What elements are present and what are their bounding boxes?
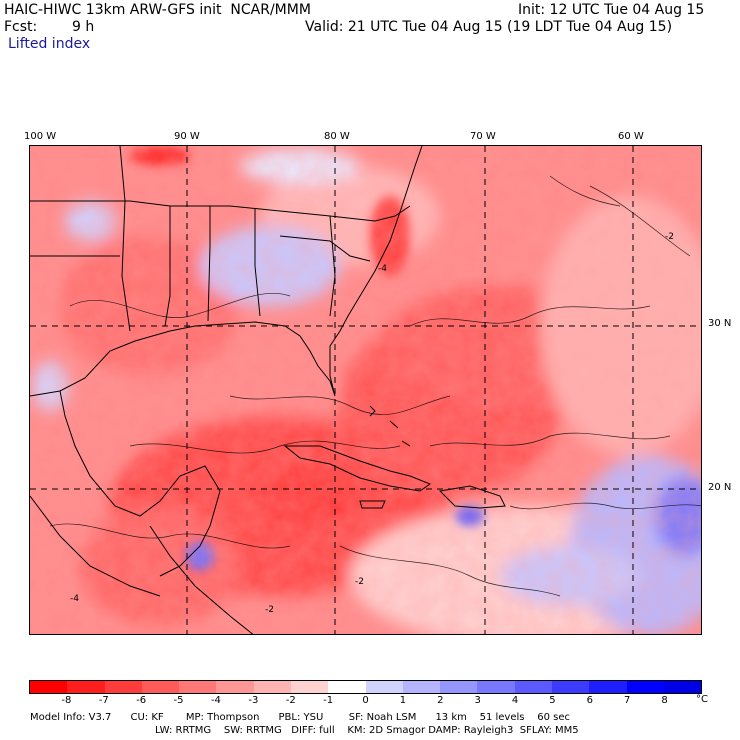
colorbar-tick-label: 5 — [549, 695, 556, 706]
colorbar-tick-label: 7 — [624, 695, 631, 706]
field-texture — [30, 146, 701, 634]
colorbar-tick-label: 0 — [362, 695, 369, 706]
colorbar-tick-label: -1 — [323, 695, 334, 706]
colorbar-segment — [253, 681, 291, 693]
colorbar-segment — [67, 681, 105, 693]
colorbar-tick-label: -3 — [248, 695, 259, 706]
contour-label: -4 — [70, 594, 79, 604]
colorbar-unit: °C — [696, 694, 708, 705]
colorbar-tick-label: -7 — [98, 695, 109, 706]
colorbar-segment — [626, 681, 664, 693]
colorbar-tick-label: 4 — [511, 695, 519, 706]
lon-tick-100w: 100 W — [24, 131, 57, 142]
lat-tick-20n: 20 N — [708, 482, 732, 493]
contour-label: -2 — [665, 232, 674, 242]
colorbar-segment — [290, 681, 329, 693]
colorbar-tick-label: 2 — [437, 695, 444, 706]
colorbar-tick-label: 3 — [474, 695, 481, 706]
colorbar-tick-label: 1 — [399, 695, 407, 706]
colorbar-tick-label: 6 — [586, 695, 594, 706]
colorbar-tick-label: -5 — [173, 695, 184, 706]
lon-tick-90w: 90 W — [174, 131, 200, 142]
colorbar — [29, 680, 702, 694]
contour-label: -4 — [378, 264, 387, 274]
model-info-line2: LW: RRTMG SW: RRTMG DIFF: full KM: 2D Sm… — [155, 725, 579, 736]
colorbar-labels: -8 -7 -6 -5 -4 -3 -2 -1 0 1 2 3 4 5 6 7 8 — [29, 695, 702, 707]
colorbar-tick-label: -6 — [136, 695, 147, 706]
colorbar-segment — [551, 681, 590, 693]
valid-time: Valid: 21 UTC Tue 04 Aug 15 (19 LDT Tue … — [305, 19, 673, 35]
contour-label-group: -4 -4 -2 -2 -2 — [70, 232, 674, 615]
contour-label: -2 — [355, 577, 364, 587]
lon-tick-80w: 80 W — [324, 131, 350, 142]
init-time: Init: 12 UTC Tue 04 Aug 15 — [518, 2, 705, 18]
colorbar-segment — [141, 681, 180, 693]
lon-tick-70w: 70 W — [470, 131, 496, 142]
colorbar-segment — [179, 681, 217, 693]
contours — [49, 175, 701, 597]
colorbar-segment — [477, 681, 515, 693]
colorbar-segment — [402, 681, 441, 693]
colorbar-tick-label: 8 — [661, 695, 668, 706]
colorbar-segment — [216, 681, 254, 693]
latlon-grid — [30, 146, 701, 634]
forecast-hour: 9 h — [72, 19, 95, 35]
forecast-label: Fcst: — [4, 19, 38, 35]
colorbar-segment — [514, 681, 552, 693]
field-name: Lifted index — [8, 36, 91, 52]
colorbar-segment — [30, 681, 68, 693]
coastlines — [30, 146, 506, 634]
colorbar-tick-label: -4 — [210, 695, 221, 706]
model-info-line1: Model Info: V3.7 CU: KF MP: Thompson PBL… — [30, 712, 570, 723]
colorbar-segment — [328, 681, 366, 693]
colorbar-segment — [589, 681, 627, 693]
colorbar-tick-label: -2 — [285, 695, 296, 706]
colorbar-tick-label: -8 — [61, 695, 72, 706]
colorbar-segment — [663, 681, 702, 693]
colorbar-segment — [365, 681, 403, 693]
lifted-index-map: -4 -4 -2 -2 -2 — [29, 145, 702, 635]
contour-label: -2 — [265, 605, 274, 615]
model-title: HAIC-HIWC 13km ARW-GFS init NCAR/MMM — [4, 2, 311, 18]
map-svg: -4 -4 -2 -2 -2 — [30, 146, 701, 634]
colorbar-segment — [440, 681, 478, 693]
lat-tick-30n: 30 N — [708, 318, 732, 329]
lon-tick-60w: 60 W — [618, 131, 644, 142]
colorbar-segment — [104, 681, 142, 693]
